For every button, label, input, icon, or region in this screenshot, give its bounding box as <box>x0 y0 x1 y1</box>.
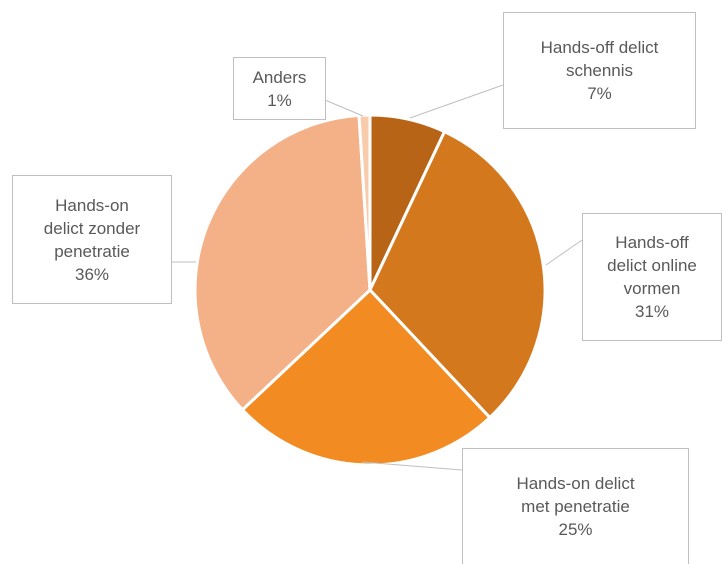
label-value: 36% <box>74 264 110 284</box>
slice <box>368 129 547 420</box>
leader-line <box>361 461 463 471</box>
label-value: 31% <box>634 302 670 321</box>
label-value: 25% <box>558 520 593 539</box>
leader-line <box>324 99 364 117</box>
slice <box>240 287 492 467</box>
data-label: Hands-off delict online vormen 31% <box>582 213 722 341</box>
label-name: Hands-off delict schennis <box>540 38 659 80</box>
label-name: Anders <box>252 67 307 87</box>
leader-line <box>545 239 583 266</box>
label-value: 1% <box>267 90 292 110</box>
label-name: Hands-on delict met penetratie <box>516 474 635 516</box>
label-name: Hands-on delict zonder penetratie <box>43 195 141 261</box>
data-label: Hands-on delict zonder penetratie 36% <box>12 175 172 304</box>
slice <box>193 113 372 412</box>
leader-line <box>409 84 504 119</box>
label-value: 7% <box>587 84 612 103</box>
slice <box>357 113 372 291</box>
data-label: Hands-off delict schennis 7% <box>503 12 696 129</box>
label-name: Hands-off delict online vormen <box>607 233 697 298</box>
data-label: Anders 1% <box>233 57 326 120</box>
data-label: Hands-on delict met penetratie 25% <box>462 448 689 564</box>
